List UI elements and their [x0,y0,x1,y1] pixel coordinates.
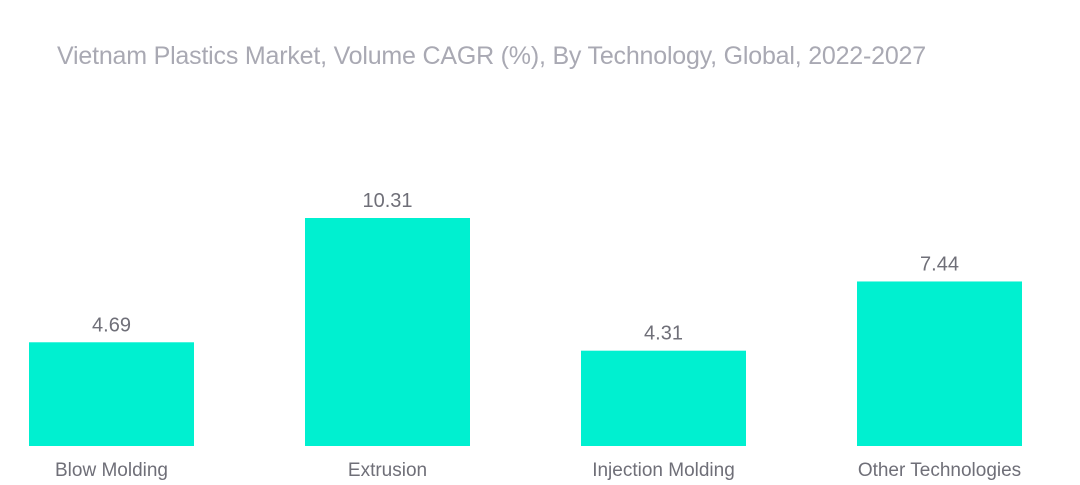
chart-title: Vietnam Plastics Market, Volume CAGR (%)… [57,42,926,70]
x-tick-label: Extrusion [348,460,427,481]
x-tick-label: Injection Molding [592,460,735,481]
x-tick-label: Blow Molding [55,460,168,481]
x-tick-label: Other Technologies [858,460,1021,481]
data-label: 7.44 [920,253,959,275]
data-label: 4.69 [92,314,131,336]
data-label: 4.31 [644,323,683,345]
bar-injection-molding [581,350,746,446]
data-label: 10.31 [362,190,412,212]
bar-blow-molding [29,342,194,446]
bar-other-technologies [857,281,1022,446]
bar-extrusion [305,218,470,446]
